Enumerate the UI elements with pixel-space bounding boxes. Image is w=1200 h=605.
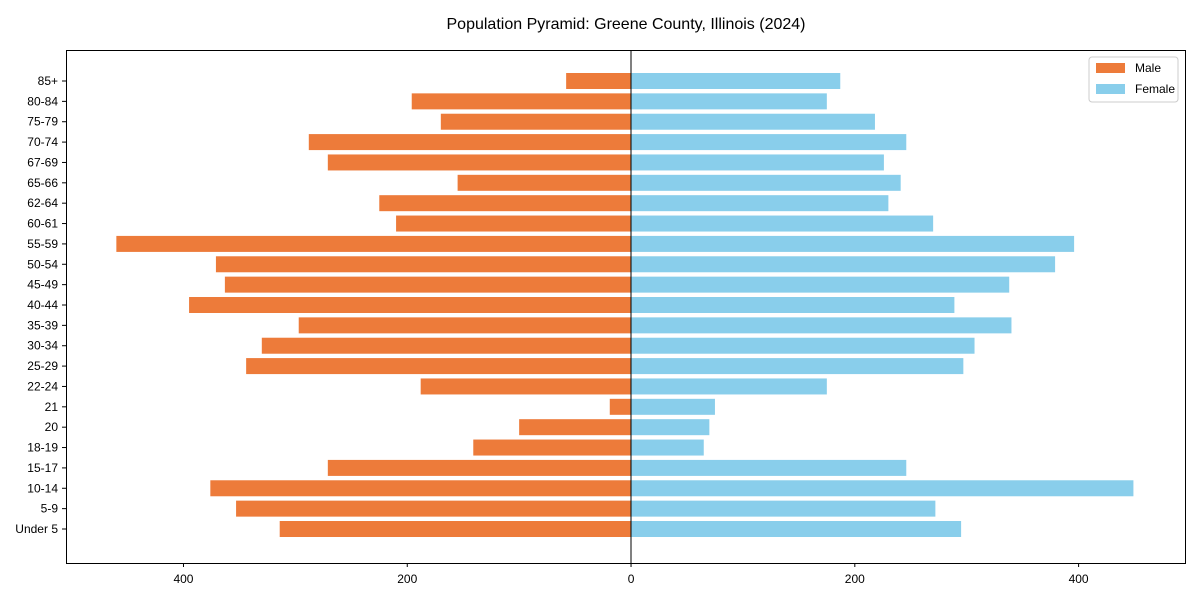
legend-swatch-male xyxy=(1096,63,1125,73)
legend-label-female: Female xyxy=(1135,82,1175,96)
bar-male-80-84 xyxy=(411,93,632,110)
y-tick-label: 67-69 xyxy=(27,155,58,169)
bar-female-80-84 xyxy=(631,93,827,110)
legend: Male Female xyxy=(1088,56,1179,103)
x-tick-label: 400 xyxy=(173,572,193,586)
y-tick-label: 22-24 xyxy=(27,379,58,393)
y-tick-label: 55-59 xyxy=(27,237,58,251)
legend-label-male: Male xyxy=(1135,61,1161,75)
bar-male-30-34 xyxy=(261,337,632,354)
bar-male-60-61 xyxy=(396,215,632,232)
bar-female-67-69 xyxy=(631,154,884,171)
y-tick-label: 60-61 xyxy=(27,217,58,231)
y-tick-label: 70-74 xyxy=(27,135,58,149)
bar-male-35-39 xyxy=(298,317,632,334)
bar-male-55-59 xyxy=(116,235,632,252)
bar-male-Under 5 xyxy=(279,521,632,537)
x-tick-label: 400 xyxy=(1069,572,1089,586)
y-tick-label: Under 5 xyxy=(15,522,58,536)
bar-female-30-34 xyxy=(631,337,975,354)
y-tick-label: 80-84 xyxy=(27,94,58,108)
y-tick-label: 18-19 xyxy=(27,441,58,455)
bar-male-22-24 xyxy=(420,378,632,395)
bar-female-75-79 xyxy=(631,113,875,130)
bar-female-25-29 xyxy=(631,358,964,375)
y-tick-label: 10-14 xyxy=(27,481,58,495)
bar-female-40-44 xyxy=(631,297,955,313)
y-tick-label: 40-44 xyxy=(27,298,58,312)
bar-male-65-66 xyxy=(457,174,632,191)
x-tick-label: 0 xyxy=(628,572,635,586)
y-tick-label: 15-17 xyxy=(27,461,58,475)
y-tick-label: 25-29 xyxy=(27,359,58,373)
bar-male-67-69 xyxy=(327,154,632,171)
plot-frame xyxy=(66,50,1186,564)
y-tick-label: 30-34 xyxy=(27,339,58,353)
bar-female-60-61 xyxy=(631,215,934,232)
x-tick-label: 200 xyxy=(845,572,865,586)
bar-male-45-49 xyxy=(224,276,632,293)
bar-female-10-14 xyxy=(631,480,1134,497)
bar-male-75-79 xyxy=(440,113,632,130)
y-tick-label: 85+ xyxy=(38,74,58,88)
bar-female-85+ xyxy=(631,73,841,89)
legend-swatch-female xyxy=(1096,84,1125,94)
bar-male-10-14 xyxy=(210,480,632,497)
y-tick-label: 75-79 xyxy=(27,115,58,129)
bar-female-22-24 xyxy=(631,378,827,395)
bar-female-18-19 xyxy=(631,439,704,456)
y-tick-label: 20 xyxy=(45,420,59,434)
bar-female-50-54 xyxy=(631,256,1056,273)
bar-female-65-66 xyxy=(631,174,901,191)
y-tick-label: 5-9 xyxy=(41,502,59,516)
bar-female-62-64 xyxy=(631,195,889,212)
bar-male-15-17 xyxy=(327,459,632,476)
bar-male-70-74 xyxy=(308,134,632,151)
bar-male-20 xyxy=(519,419,632,436)
bar-male-21 xyxy=(609,398,632,415)
y-tick-label: 45-49 xyxy=(27,278,58,292)
bar-female-35-39 xyxy=(631,317,1012,334)
bar-female-70-74 xyxy=(631,134,907,151)
bar-male-5-9 xyxy=(236,500,632,517)
bar-male-62-64 xyxy=(379,195,632,212)
bar-male-50-54 xyxy=(215,256,632,273)
bar-female-5-9 xyxy=(631,500,936,517)
bar-female-21 xyxy=(631,398,715,415)
y-tick-label: 50-54 xyxy=(27,257,58,271)
y-tick-label: 65-66 xyxy=(27,176,58,190)
x-tick-label: 200 xyxy=(397,572,417,586)
y-tick-label: 62-64 xyxy=(27,196,58,210)
y-tick-label: 21 xyxy=(45,400,59,414)
bar-male-85+ xyxy=(566,73,632,89)
bar-female-15-17 xyxy=(631,459,907,476)
bar-female-20 xyxy=(631,419,710,436)
y-tick-label: 35-39 xyxy=(27,318,58,332)
bar-female-55-59 xyxy=(631,235,1075,252)
bar-male-18-19 xyxy=(473,439,632,456)
bar-female-45-49 xyxy=(631,276,1010,293)
bar-male-40-44 xyxy=(189,297,632,313)
chart-title: Population Pyramid: Greene County, Illin… xyxy=(447,16,806,33)
bar-male-25-29 xyxy=(246,358,632,375)
bar-female-Under 5 xyxy=(631,521,962,537)
